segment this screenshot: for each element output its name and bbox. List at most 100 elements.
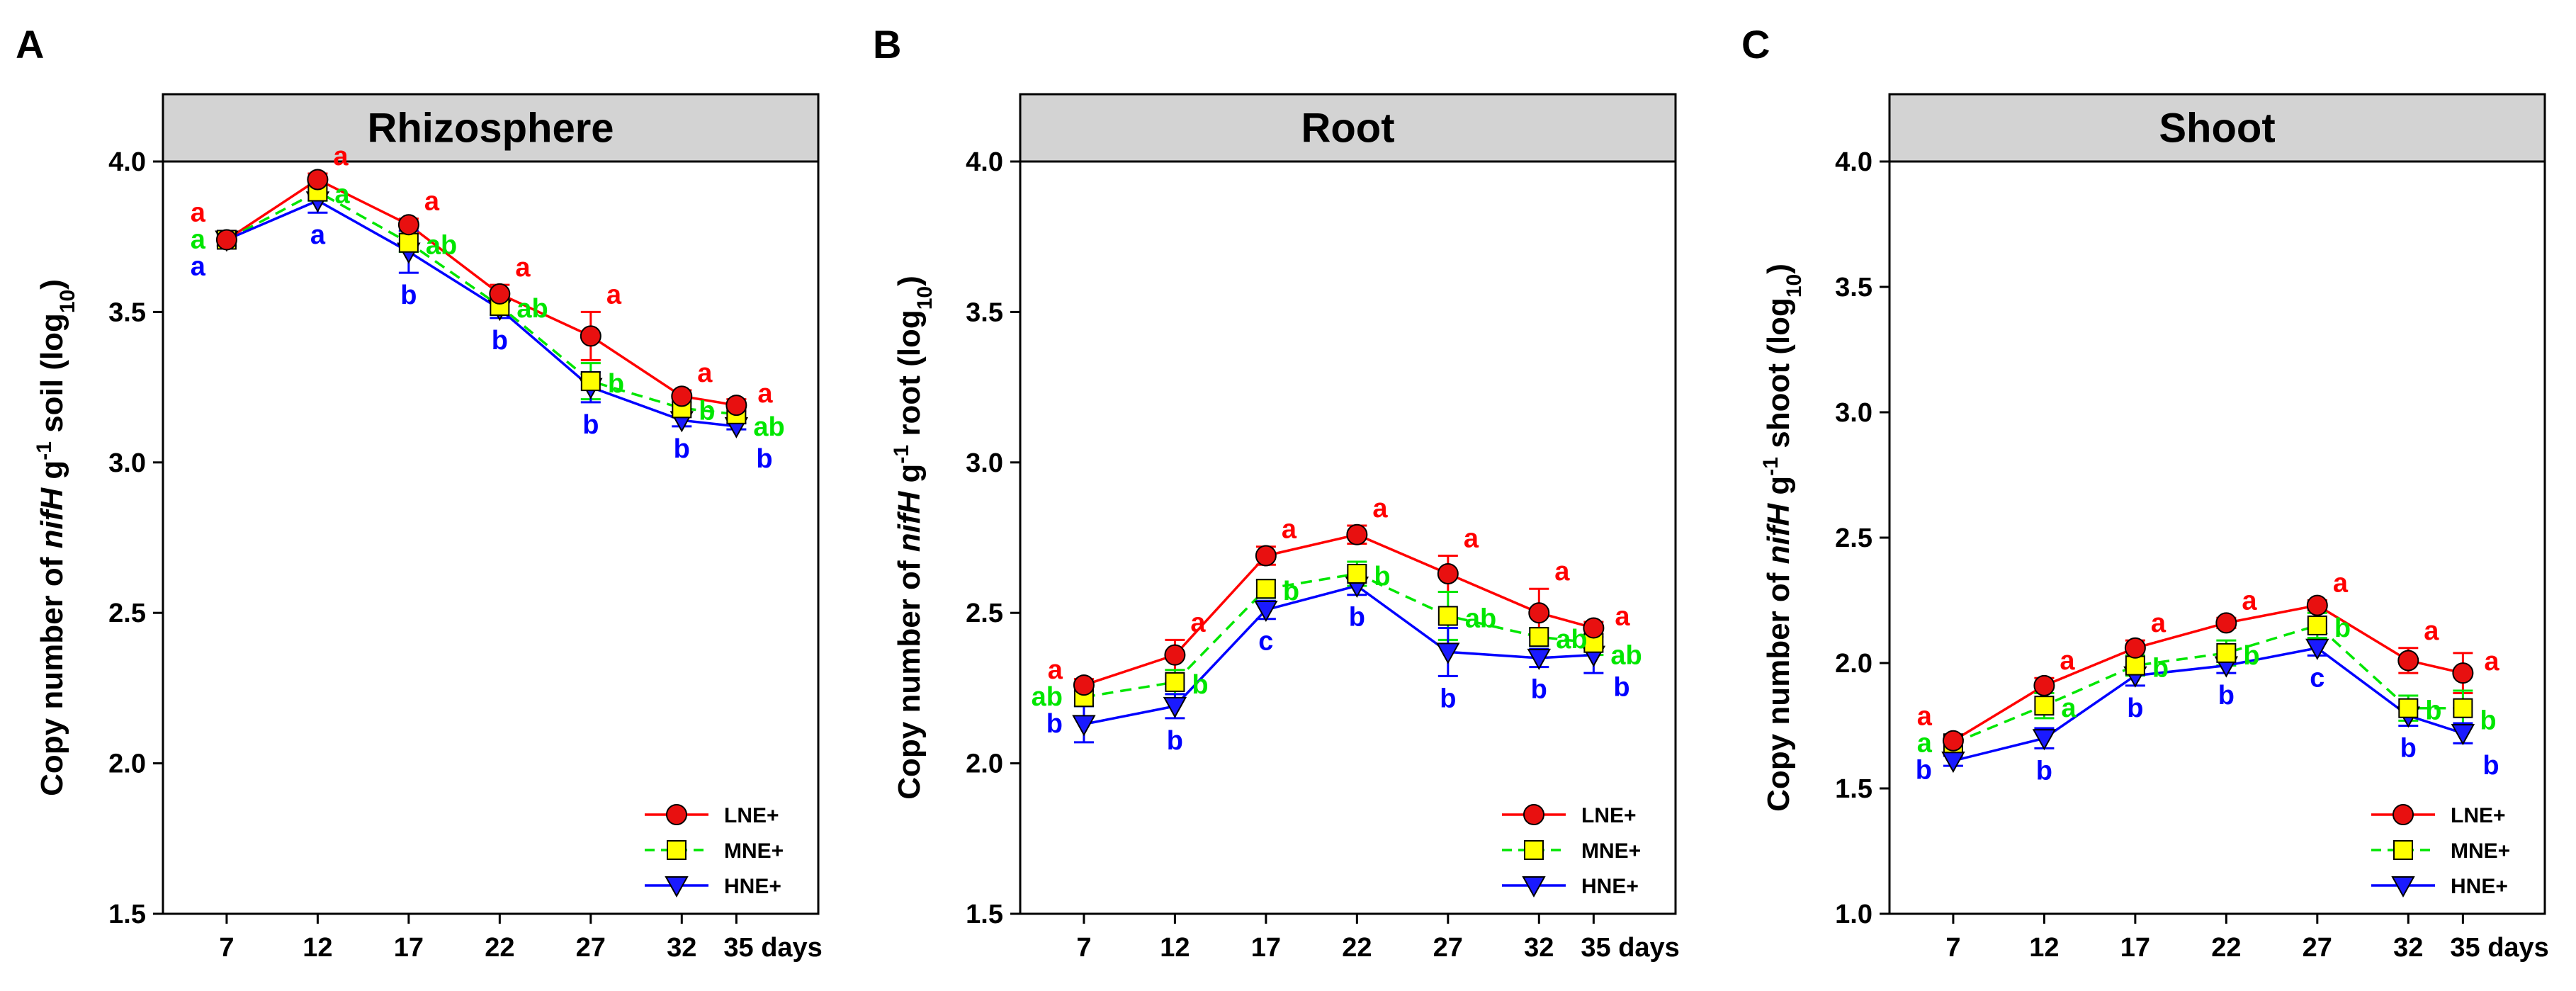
- significance-letter: a: [310, 220, 326, 250]
- significance-letter: a: [1554, 557, 1570, 587]
- significance-letter: b: [2480, 706, 2496, 736]
- marker-circle: [2033, 674, 2055, 696]
- x-tick-label: 35 days: [1581, 933, 1679, 963]
- series-line: [1953, 646, 2463, 762]
- significance-letter: a: [606, 280, 622, 310]
- series-markers: [1943, 615, 2473, 754]
- marker-circle: [2306, 594, 2328, 616]
- x-tick-label: 12: [303, 933, 332, 963]
- y-tick-label: 2.0: [1835, 649, 1872, 679]
- x-tick-label: 17: [1251, 933, 1281, 963]
- significance-letter: b: [1349, 603, 1365, 633]
- y-axis-label-part: nifH: [1761, 503, 1796, 565]
- significance-letter: a: [2424, 616, 2439, 646]
- y-tick-label: 4.0: [966, 147, 1003, 177]
- y-axis-label-part: Copy number of: [35, 548, 69, 796]
- y-tick-label: 3.0: [966, 448, 1003, 478]
- y-axis-label-part: 10: [56, 290, 79, 313]
- significance-letter: b: [2036, 756, 2052, 786]
- series-mneplus: [216, 181, 747, 421]
- significance-letter: b: [1531, 675, 1547, 705]
- legend-label: MNE+: [2451, 839, 2510, 863]
- series-mneplus: [1943, 611, 2473, 749]
- series-line: [226, 199, 737, 428]
- y-axis-label-part: -1: [890, 445, 913, 464]
- legend-label: HNE+: [1581, 875, 1639, 898]
- x-tick-label: 27: [576, 933, 606, 963]
- marker-square: [1437, 606, 1458, 626]
- x-tick-label: 7: [219, 933, 234, 963]
- series-lneplus: [1943, 599, 2473, 747]
- marker-square: [1529, 627, 1549, 647]
- significance-letter: b: [582, 410, 599, 440]
- significance-letter: a: [333, 142, 349, 171]
- significance-letter: ab: [1556, 625, 1587, 655]
- marker-square: [1165, 672, 1185, 692]
- significance-letter: a: [2484, 647, 2499, 676]
- legend: LNE+ MNE+ HNE+: [1502, 804, 1641, 898]
- marker-triangle: [1527, 648, 1551, 670]
- significance-letter: a: [757, 379, 773, 409]
- x-tick-label: 22: [1342, 933, 1372, 963]
- marker-square: [2034, 696, 2055, 716]
- significance-letter: ab: [1610, 641, 1642, 671]
- chart-panel-a: A Rhizosphere 1.5 2.0 2.5 3.0 3.5 4.0 7 12 17 22 27 3…: [16, 22, 823, 963]
- marker-triangle: [1522, 876, 1546, 898]
- y-axis-label-part: g: [892, 464, 927, 492]
- marker-triangle: [2032, 729, 2057, 751]
- marker-square: [1255, 579, 1276, 599]
- significance-letter: b: [1046, 709, 1063, 739]
- y-tick-label: 2.5: [108, 599, 146, 628]
- significance-letter: a: [2242, 586, 2257, 616]
- x-tick-label: 17: [2120, 933, 2150, 963]
- y-tick-label: 2.0: [108, 749, 146, 779]
- x-tick-label: 35 days: [2450, 933, 2548, 963]
- marker-circle: [2124, 637, 2146, 659]
- series-markers: [215, 191, 749, 438]
- significance-letter: a: [334, 179, 350, 209]
- marker-square: [398, 232, 419, 253]
- y-axis-label-part: 10: [1783, 274, 1806, 298]
- significance-letter: ab: [516, 294, 548, 324]
- y-tick-label: 1.5: [1835, 774, 1872, 804]
- marker-circle: [1437, 562, 1459, 584]
- significance-letter: a: [191, 198, 206, 227]
- marker-square: [2307, 615, 2327, 635]
- significance-letter: b: [400, 281, 417, 310]
- y-tick-label: 3.5: [1835, 273, 1872, 302]
- y-axis-label-part: Copy number of: [1761, 564, 1796, 812]
- marker-circle: [489, 283, 511, 305]
- marker-square: [580, 371, 601, 392]
- significance-letter: b: [2400, 734, 2417, 764]
- y-axis-label-part: g: [1761, 476, 1796, 504]
- marker-circle: [666, 804, 687, 825]
- marker-triangle: [1254, 600, 1278, 623]
- x-tick-label: 22: [2211, 933, 2241, 963]
- significance-letter: b: [608, 369, 624, 399]
- x-tick-label: 35 days: [723, 933, 822, 963]
- y-tick-label: 1.0: [1835, 900, 1872, 929]
- y-tick-label: 1.5: [966, 900, 1003, 929]
- marker-circle: [1942, 730, 1964, 752]
- y-axis-label-part: -1: [33, 441, 56, 460]
- series-hneplus: [216, 187, 747, 431]
- y-axis-label-part: -1: [1759, 457, 1783, 476]
- panel-letter: B: [873, 22, 901, 67]
- y-tick-label: 2.5: [1835, 523, 1872, 553]
- marker-circle: [1164, 644, 1186, 666]
- marker-circle: [2452, 662, 2474, 684]
- significance-letter: ab: [426, 231, 457, 261]
- legend-label: HNE+: [724, 875, 781, 898]
- y-axis-label-part: 10: [913, 286, 937, 310]
- legend-label: MNE+: [1581, 839, 1641, 863]
- y-axis-label-part: ): [1761, 264, 1796, 274]
- significance-letter: a: [1464, 523, 1479, 553]
- y-tick-label: 3.5: [966, 298, 1003, 327]
- series-line: [1083, 572, 1594, 698]
- significance-letter: b: [1374, 562, 1390, 591]
- significance-letter: a: [1372, 494, 1388, 523]
- marker-circle: [725, 395, 747, 417]
- marker-square: [2453, 698, 2473, 718]
- significance-letter: b: [2243, 641, 2259, 671]
- legend: LNE+ MNE+ HNE+: [2371, 804, 2510, 898]
